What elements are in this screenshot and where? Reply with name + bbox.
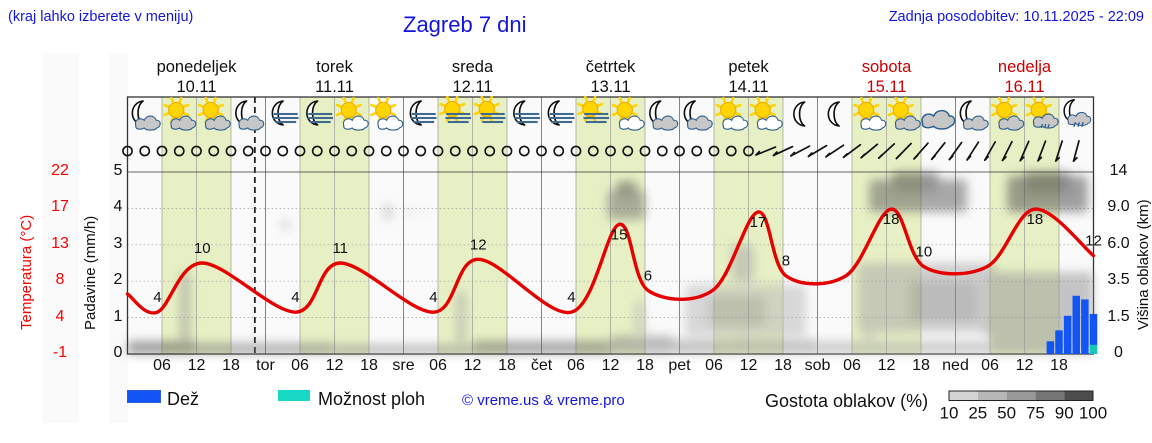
- svg-text:50: 50: [997, 404, 1016, 423]
- svg-text:75: 75: [1026, 404, 1045, 423]
- svg-text:10: 10: [940, 404, 959, 423]
- svg-text:100: 100: [1079, 404, 1107, 423]
- svg-text:90: 90: [1055, 404, 1074, 423]
- svg-text:25: 25: [968, 404, 987, 423]
